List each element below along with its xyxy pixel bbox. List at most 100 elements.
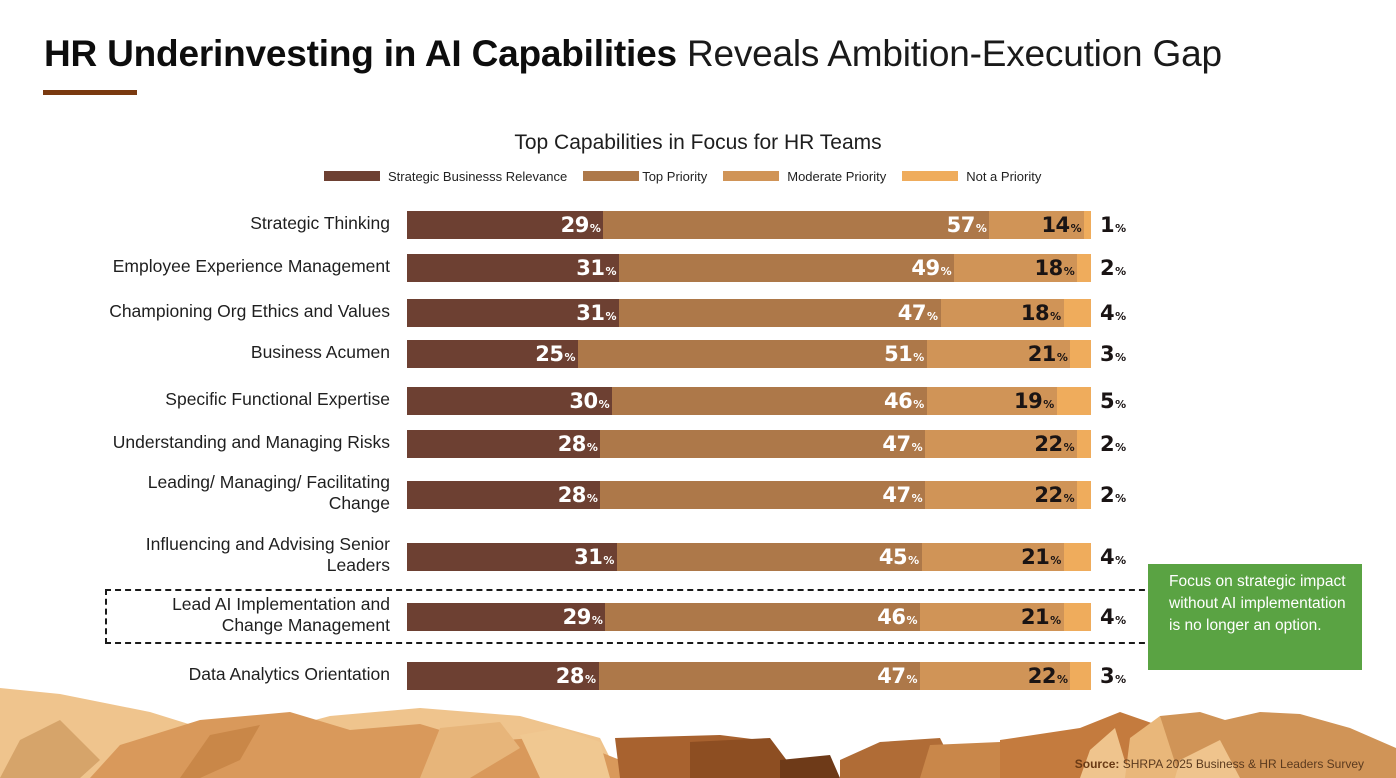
category-label: Leading/ Managing/ Facilitating Change <box>147 472 390 513</box>
bar-segment <box>1077 481 1091 509</box>
bar-segment <box>1077 430 1091 458</box>
title-underline <box>43 90 137 95</box>
data-label-not-a-priority: 4% <box>1100 605 1126 629</box>
bar-segment: 47% <box>600 430 926 458</box>
data-label: 49 <box>911 256 940 280</box>
chart-legend: Strategic Businesss Relevance Top Priorit… <box>324 168 1057 184</box>
bar-segment <box>1084 211 1091 239</box>
bar-segment: 47% <box>600 481 926 509</box>
data-label: 14 <box>1041 213 1070 237</box>
bar-segment <box>1070 662 1091 690</box>
data-label-not-a-priority: 5% <box>1100 389 1126 413</box>
data-label: 22 <box>1027 664 1057 688</box>
data-label: 22 <box>1034 483 1063 507</box>
bar-segment <box>1063 603 1091 631</box>
category-label: Specific Functional Expertise <box>165 388 390 409</box>
page-title-bold: HR Underinvesting in AI Capabilities <box>44 33 677 74</box>
legend-label: Not a Priority <box>966 168 1042 184</box>
bar-segment: 46% <box>605 603 920 631</box>
callout-box: Focus on strategic impact without AI imp… <box>1148 564 1362 670</box>
chart-title: Top Capabilities in Focus for HR Teams <box>514 131 882 154</box>
bar-segment: 28% <box>407 662 599 690</box>
bar-segment <box>1077 254 1091 282</box>
data-label: 21 <box>1027 342 1057 366</box>
legend-swatch <box>902 171 959 181</box>
data-label-not-a-priority: 2% <box>1100 256 1126 280</box>
bar-segment: 47% <box>598 662 920 690</box>
legend-label: Top Priority <box>642 168 708 184</box>
legend-item: Top Priority <box>583 169 723 184</box>
data-label: 28 <box>557 483 587 507</box>
data-label: 46 <box>884 389 913 413</box>
bar-segment: 21% <box>921 543 1064 571</box>
data-label-not-a-priority: 1% <box>1100 213 1126 237</box>
source-label: Source: <box>1074 757 1120 771</box>
source-text: SHRPA 2025 Business & HR Leaders Survey <box>1122 757 1364 771</box>
data-label: 30 <box>569 389 598 413</box>
bar-segment <box>1063 299 1091 327</box>
data-label: 21 <box>1020 605 1050 629</box>
bar-segment: 31% <box>407 254 620 282</box>
bar-segment <box>1063 543 1091 571</box>
data-label: 28 <box>557 432 587 456</box>
bar-segment: 21% <box>920 603 1064 631</box>
data-label: 47 <box>877 664 906 688</box>
data-label: 31 <box>574 545 603 569</box>
data-label: 51 <box>884 342 913 366</box>
data-label: 29 <box>562 605 592 629</box>
bar-segment: 46% <box>612 387 927 415</box>
data-label: 22 <box>1034 432 1063 456</box>
page-title: HR Underinvesting in AI Capabilities Rev… <box>44 30 1222 78</box>
bar-segment: 31% <box>407 299 620 327</box>
bar-segment: 22% <box>925 430 1078 458</box>
bar-segment: 51% <box>578 340 927 368</box>
data-label-not-a-priority: 4% <box>1100 545 1126 569</box>
legend-swatch <box>723 171 780 181</box>
category-label: Data Analytics Orientation <box>188 663 390 684</box>
data-label: 31 <box>576 256 605 280</box>
data-label: 25 <box>535 342 564 366</box>
data-label: 47 <box>882 483 911 507</box>
bar-segment: 49% <box>619 254 955 282</box>
legend-label: Moderate Priority <box>787 168 887 184</box>
data-label: 28 <box>555 664 585 688</box>
bar-segment: 25% <box>407 340 578 368</box>
bar-segment: 22% <box>925 481 1078 509</box>
data-label: 47 <box>882 432 911 456</box>
bar-segment <box>1056 387 1091 415</box>
legend-item: Moderate Priority <box>723 169 902 184</box>
category-label: Understanding and Managing Risks <box>112 431 390 452</box>
data-label: 21 <box>1021 545 1050 569</box>
bar-segment: 22% <box>920 662 1071 690</box>
category-label: Strategic Thinking <box>250 212 390 233</box>
highlight-box-ai-implementation <box>105 589 1165 644</box>
bar-segment: 28% <box>407 430 601 458</box>
bar-segment: 47% <box>619 299 941 327</box>
bar-segment: 19% <box>926 387 1057 415</box>
bar-segment: 18% <box>940 299 1064 327</box>
category-label: Employee Experience Management <box>112 255 390 276</box>
data-label: 18 <box>1034 256 1064 280</box>
data-label-not-a-priority: 2% <box>1100 432 1126 456</box>
bar-segment: 28% <box>407 481 601 509</box>
legend-item: Not a Priority <box>902 169 1057 184</box>
data-label: 46 <box>877 605 906 629</box>
data-label: 57 <box>946 213 976 237</box>
data-label-not-a-priority: 2% <box>1100 483 1126 507</box>
data-label: 29 <box>560 213 590 237</box>
bar-segment: 18% <box>954 254 1078 282</box>
bar-segment: 45% <box>616 543 922 571</box>
category-label: Business Acumen <box>250 341 390 362</box>
legend-swatch <box>583 171 640 181</box>
bar-segment: 14% <box>989 211 1085 239</box>
page-title-light: Reveals Ambition-Execution Gap <box>686 33 1222 74</box>
bar-segment: 29% <box>407 211 604 239</box>
category-label: Lead AI Implementation and Change Manage… <box>172 594 390 635</box>
category-label: Influencing and Advising Senior Leaders <box>145 534 390 575</box>
data-label-not-a-priority: 3% <box>1100 664 1126 688</box>
data-label: 19 <box>1014 389 1043 413</box>
bar-segment: 29% <box>407 603 606 631</box>
bar-segment: 31% <box>407 543 617 571</box>
